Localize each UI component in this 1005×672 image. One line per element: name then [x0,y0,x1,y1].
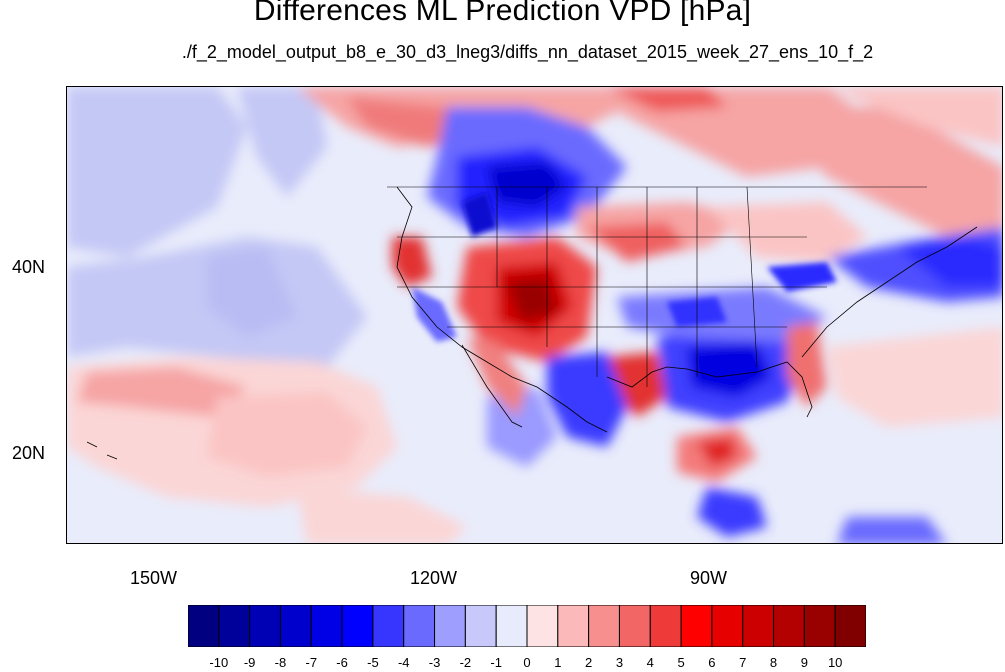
colorbar-box [218,605,251,647]
y-tick-label: 40N [12,257,46,277]
borders [387,186,927,387]
colorbar-box [341,605,374,647]
x-tick-label: 120W [410,568,458,588]
colorbar-label: -5 [367,655,379,670]
colorbar-box [742,605,775,647]
colorbar-box [526,605,559,647]
colorbar-label: 1 [554,655,562,670]
colorbar-label: -10 [209,655,229,670]
colorbar-box [279,605,312,647]
colorbar-label: 7 [739,655,747,670]
colorbar-label: -3 [428,655,441,670]
colorbar-label: 9 [800,655,808,670]
vpd-difference-field [67,87,1002,543]
colorbar-box [188,605,220,647]
colorbar-label: -6 [336,655,348,670]
colorbar-label: -4 [397,655,410,670]
field-detail [412,192,837,342]
map-panel [66,86,1003,544]
colorbar-box [588,605,620,647]
colorbar-label: 2 [585,655,593,670]
colorbar-box [773,605,805,647]
colorbar-box [618,605,651,647]
colorbar-label: -7 [305,655,318,670]
colorbar-box [711,605,744,647]
y-tick-label: 20N [12,443,46,463]
colorbar-label: 5 [677,655,685,670]
colorbar-box [372,605,405,647]
colorbar-box [649,605,682,647]
colorbar-box [680,605,713,647]
x-tick-label: 150W [130,568,178,588]
colorbar-box [803,605,836,647]
map-title: Differences ML Prediction VPD [hPa] [253,0,752,27]
colorbar-label: -9 [243,655,256,670]
colorbar-box [495,605,528,647]
colorbar-label: -2 [459,655,472,670]
colorbar-label: 4 [646,655,654,670]
colorbar-label: 0 [523,655,531,670]
colorbar-label: 10 [827,655,843,670]
colorbar [188,605,866,647]
colorbar-box [464,605,497,647]
colorbar-label: 8 [769,655,778,670]
colorbar-box [403,605,436,647]
colorbar-box [834,605,866,647]
colorbar-box [434,605,466,647]
colorbar-box [310,605,343,647]
colorbar-label: -1 [490,655,502,670]
colorbar-box [557,605,590,647]
x-tick-label: 90W [690,568,728,588]
colorbar-label: 6 [708,655,716,670]
colorbar-label: 3 [615,655,624,670]
colorbar-box [249,605,281,647]
colorbar-label: -8 [274,655,287,670]
map-subtitle: ./f_2_model_output_b8_e_30_d3_lneg3/diff… [181,42,874,62]
